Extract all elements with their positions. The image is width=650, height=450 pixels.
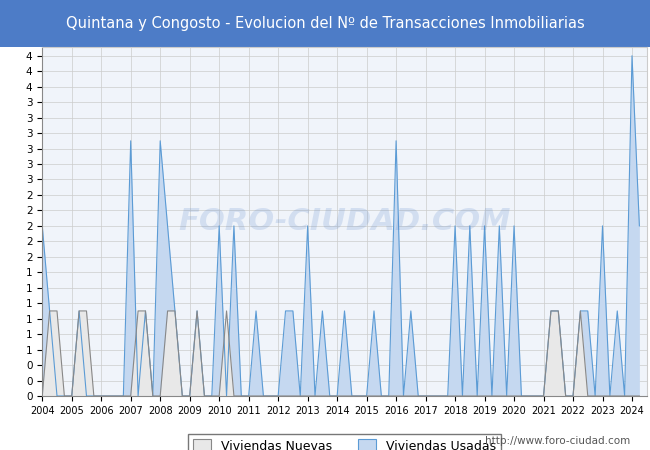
Text: http://www.foro-ciudad.com: http://www.foro-ciudad.com xyxy=(486,436,630,446)
Text: Quintana y Congosto - Evolucion del Nº de Transacciones Inmobiliarias: Quintana y Congosto - Evolucion del Nº d… xyxy=(66,16,584,31)
Legend: Viviendas Nuevas, Viviendas Usadas: Viviendas Nuevas, Viviendas Usadas xyxy=(188,434,501,450)
Text: FORO-CIUDAD.COM: FORO-CIUDAD.COM xyxy=(178,207,511,236)
